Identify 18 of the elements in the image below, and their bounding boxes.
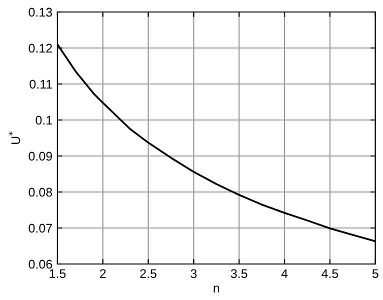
y-tick-label: 0.09 bbox=[28, 152, 52, 161]
y-tick-label: 0.08 bbox=[28, 188, 52, 197]
x-axis-title: n bbox=[214, 286, 220, 292]
y-tick-label: 0.1 bbox=[36, 116, 52, 125]
x-tick-label: 5 bbox=[372, 269, 378, 278]
y-tick-label: 0.12 bbox=[28, 44, 52, 53]
y-tick-label: 0.06 bbox=[28, 260, 52, 269]
x-tick-label: 2 bbox=[100, 269, 106, 278]
x-tick-label: 2.5 bbox=[140, 269, 156, 278]
y-tick-label: 0.07 bbox=[28, 224, 52, 233]
y-tick-label: 0.11 bbox=[30, 80, 52, 89]
x-tick-label: 4.5 bbox=[322, 269, 338, 278]
x-tick-label: 3.5 bbox=[230, 269, 248, 278]
y-axis-title: U$^{*}$ bbox=[8, 132, 20, 144]
x-tick-label: 4 bbox=[281, 269, 288, 278]
x-tick-label: 1.5 bbox=[50, 269, 66, 278]
x-tick-label: 3 bbox=[190, 269, 197, 278]
y-tick-label: 0.13 bbox=[28, 8, 52, 17]
